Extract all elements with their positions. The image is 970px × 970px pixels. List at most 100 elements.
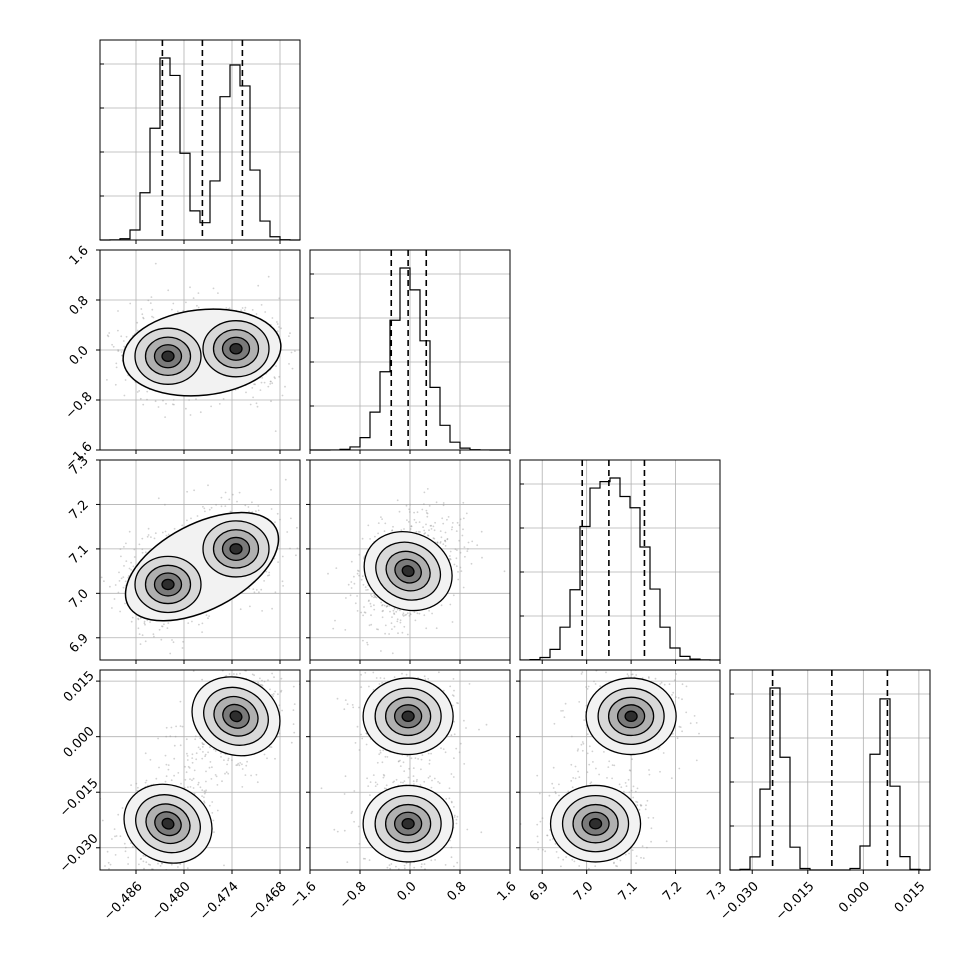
sample-point [436,542,439,544]
sample-point [588,745,591,748]
sample-point [459,551,462,554]
sample-point [112,345,115,348]
sample-point [130,784,133,786]
sample-point [187,622,190,624]
sample-point [278,732,281,735]
sample-point [613,873,615,875]
sample-point [118,571,120,574]
sample-point [144,640,147,643]
sample-point [293,731,296,734]
sample-point [174,735,177,738]
sample-point [167,622,170,624]
sample-point [471,540,474,543]
sample-point [386,866,389,869]
sample-point [422,526,424,528]
sample-point [211,766,213,769]
sample-point [164,416,167,418]
sample-point [360,673,362,676]
sample-point [245,391,247,394]
sample-point [157,497,160,500]
sample-point [209,746,211,749]
sample-point [362,857,365,860]
sample-point [332,627,335,630]
sample-point [381,616,384,619]
sample-point [204,755,207,758]
sample-point [368,859,371,861]
sample-point [211,812,214,814]
sample-point [136,321,139,324]
sample-point [165,726,168,729]
sample-point [389,867,392,870]
sample-point [444,531,447,534]
sample-point [429,873,431,875]
sample-point [183,786,186,789]
y-tick-label: −0.015 [57,776,102,821]
sample-point [456,521,459,524]
sample-point [211,801,214,803]
sample-point [173,403,175,406]
sample-point [172,874,174,876]
sample-point [125,560,128,562]
sample-point [463,719,465,722]
sample-point [252,396,255,399]
sample-point [274,690,276,693]
sample-point [366,641,368,644]
sample-point [444,751,447,754]
sample-point [193,769,196,772]
sample-point [172,399,175,401]
sample-point [378,683,381,685]
sample-point [427,534,430,537]
sample-point [671,732,674,735]
sample-point [252,588,255,590]
sample-point [228,498,231,501]
sample-point [214,750,217,752]
sample-point [249,403,252,406]
histogram-p3 [729,687,931,871]
sample-point [370,594,372,596]
sample-point [161,625,163,628]
sample-point [292,723,295,725]
sample-point [415,780,418,783]
sample-point [392,525,394,528]
sample-point [426,515,429,518]
sample-point [369,781,372,783]
sample-point [426,488,429,490]
sample-point [256,405,259,408]
sample-point [120,351,123,353]
sample-point [585,686,587,688]
sample-point [128,530,131,533]
sample-point [368,624,371,627]
sample-point [215,775,218,778]
sample-point [281,555,284,558]
sample-point [450,846,453,849]
sample-point [409,613,412,615]
sample-point [381,682,383,684]
sample-point [635,855,638,857]
sample-point [179,744,182,747]
sample-point [162,399,164,402]
sample-point [205,614,208,616]
sample-point [642,857,645,860]
sample-point [440,604,443,607]
sample-point [109,585,111,588]
sample-point [191,757,194,759]
sample-point [165,735,168,738]
sample-point [681,730,683,733]
sample-point [412,767,415,769]
sample-point [640,804,643,807]
x-tick-label: 1.6 [494,879,519,904]
sample-point [428,871,430,873]
sample-point [459,566,462,569]
sample-point [361,737,364,740]
sample-point [113,598,116,600]
sample-point [583,719,585,721]
sample-point [405,504,408,507]
sample-point [244,774,247,776]
sample-point [145,861,148,864]
sample-point [165,775,168,778]
sample-point [396,499,399,502]
sample-point [137,627,140,630]
sample-point [357,570,360,572]
sample-point [413,866,416,869]
sample-point [205,780,207,783]
